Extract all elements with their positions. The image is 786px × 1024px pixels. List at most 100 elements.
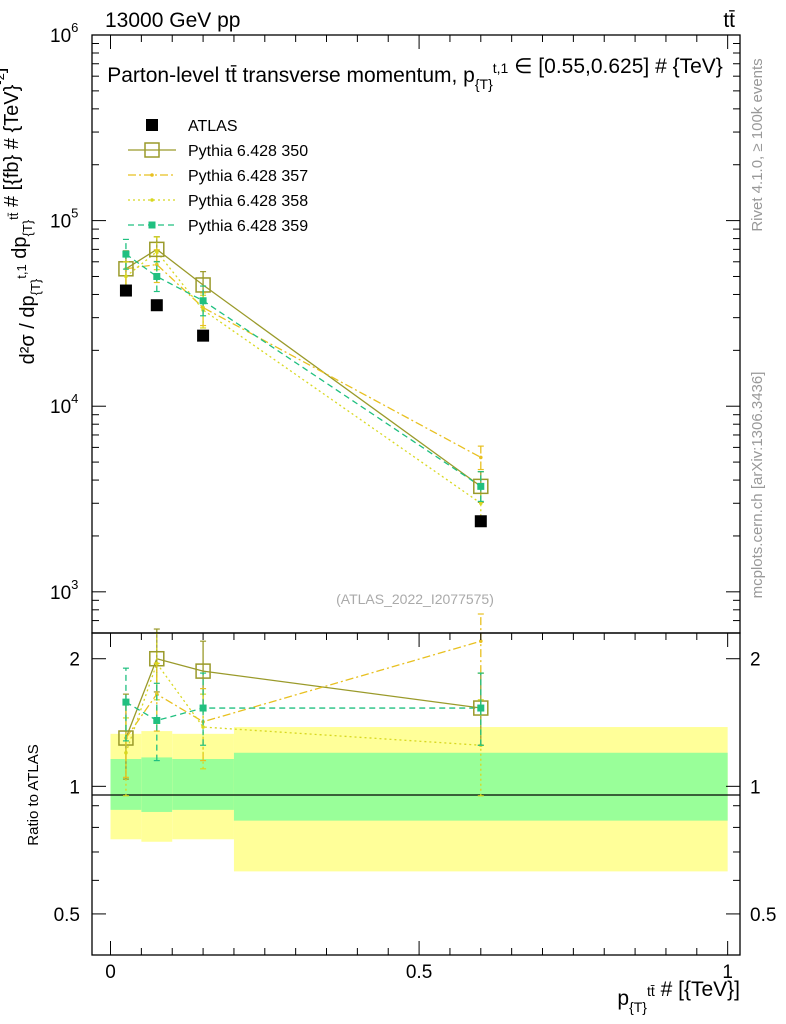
legend-pythia-6.428-358-label: Pythia 6.428 358 xyxy=(188,193,308,210)
ratio-data-points xyxy=(118,613,489,797)
y-axis-label-part: -2 xyxy=(0,73,7,85)
pythia-6.428-359-marker xyxy=(199,297,207,305)
x-axis-label: p{T}tt̄ # [{TeV}] xyxy=(617,978,740,1015)
ratio-panel: 0.5 0.51 12 2 0 0.5 1 xyxy=(54,35,776,983)
main-y-tick-label: 105 xyxy=(50,206,78,233)
pythia-6.428-359-marker xyxy=(122,250,130,258)
main-y-tick-base: 10 xyxy=(50,212,71,233)
main-y-tick-label: 106 xyxy=(50,20,78,47)
x-axis-label-part: # [{TeV}] xyxy=(655,978,740,1001)
ratio-y-tick-label: 0.5 xyxy=(54,905,80,926)
legend-pythia-6.428-359-label: Pythia 6.428 359 xyxy=(188,218,308,235)
chart-title-part: t,1 xyxy=(493,60,509,76)
pythia-6.428-350-ratio-line xyxy=(125,657,481,739)
pythia-6.428-350-ratio-marker xyxy=(195,663,211,679)
pythia-6.428-359-ratio-marker xyxy=(153,716,161,724)
uncertainty-band-green xyxy=(233,752,728,821)
main-y-tick-exp: 6 xyxy=(71,20,78,35)
rivet-version-label: Rivet 4.1.0, ≥ 100k events xyxy=(749,58,766,231)
x-axis-label-part: p xyxy=(617,987,629,1010)
atlas-data-point xyxy=(119,284,132,297)
main-y-tick-label: 103 xyxy=(50,577,78,604)
x-axis-label-part: tt̄ xyxy=(647,983,655,999)
chart-title-part: {T} xyxy=(475,76,493,92)
main-y-tick-exp: 5 xyxy=(71,206,78,221)
pythia-6.428-358-marker xyxy=(124,274,128,279)
pythia-6.428-358-marker xyxy=(479,501,483,506)
ratio-panel-frame xyxy=(91,632,741,956)
main-data-points xyxy=(118,236,489,528)
pythia-6.428-358-ratio-marker xyxy=(124,750,128,755)
main-y-tick-label: 104 xyxy=(50,391,78,418)
legend-pythia-6.428-358-marker xyxy=(150,198,154,202)
pythia-6.428-357-line xyxy=(125,263,482,458)
legend: ATLAS Pythia 6.428 350 Pythia 6.428 357 Pyt… xyxy=(128,118,308,235)
uncertainty-band-green xyxy=(172,759,234,810)
y-axis-label-part: {T} xyxy=(28,278,43,295)
atlas-data-point xyxy=(474,515,487,528)
uncertainty-band-green xyxy=(141,757,173,812)
pythia-6.428-350-line xyxy=(125,248,482,487)
y-axis-label-part: {T} xyxy=(20,219,35,236)
mcplots-credit-label: mcplots.cern.ch [arXiv:1306.3436] xyxy=(749,372,766,599)
y-axis-label-part: # [{fb} # {TeV} xyxy=(1,84,23,212)
pythia-6.428-359-ratio-marker xyxy=(199,704,207,712)
atlas-data-point xyxy=(150,299,163,312)
main-y-tick-base: 10 xyxy=(50,583,71,604)
ratio-y-tick-label-right: 1 xyxy=(750,777,761,798)
ratio-series-lines xyxy=(125,640,481,753)
pythia-6.428-357-marker xyxy=(479,455,483,460)
pythia-6.428-359-line xyxy=(125,253,482,487)
legend-pythia-6.428-350-marker xyxy=(144,142,160,158)
ratio-y-tick-label-right: 2 xyxy=(750,650,761,671)
pythia-6.428-358-marker xyxy=(155,249,159,254)
energy-label: 13000 GeV pp xyxy=(105,9,240,32)
main-series-lines xyxy=(125,248,482,504)
pythia-6.428-358-line xyxy=(125,250,482,504)
legend-pythia-6.428-359-marker xyxy=(148,221,156,229)
main-y-tick-exp: 4 xyxy=(71,391,78,406)
ratio-y-axis-label: Ratio to ATLAS xyxy=(25,744,42,845)
y-axis-label-part: tt̄ xyxy=(6,212,21,220)
main-y-tick-exp: 3 xyxy=(71,577,78,592)
y-axis-label-part: d²σ / dp xyxy=(17,295,39,364)
x-axis-label-part: {T} xyxy=(629,999,647,1015)
legend-atlas-marker xyxy=(146,119,158,131)
y-axis-label-part: ] xyxy=(0,68,9,74)
x-tick-label: 0.5 xyxy=(406,962,432,983)
y-axis-label: d²σ / dp{T}t,1 dp{T}tt̄ # [{fb} # {TeV}-… xyxy=(0,68,43,365)
main-y-tick-base: 10 xyxy=(50,26,71,47)
ratio-y-tick-label-right: 0.5 xyxy=(750,905,776,926)
pythia-6.428-357-ratio-marker xyxy=(479,639,483,643)
x-tick-label: 1 xyxy=(722,962,733,983)
legend-atlas-label: ATLAS xyxy=(188,118,238,135)
ratio-y-axis: 0.5 0.5 1 1 2 2 xyxy=(54,650,776,956)
y-axis-label-part: t,1 xyxy=(14,264,29,278)
pythia-6.428-359-ratio-marker xyxy=(122,698,130,706)
pythia-6.428-358-ratio-marker xyxy=(155,661,159,666)
chart-title: Parton-level tt̄ transverse momentum, p{… xyxy=(107,55,723,92)
legend-pythia-6.428-357-marker xyxy=(150,173,154,177)
atlas-data-point xyxy=(197,329,210,342)
y-axis-label-part: dp xyxy=(9,236,31,264)
pythia-6.428-359-ratio-line xyxy=(125,701,481,722)
chart-title-part: Parton-level tt̄ transverse momentum, p xyxy=(107,64,475,87)
chart-title-part: ∈ [0.55,0.625] # {TeV} xyxy=(508,55,722,78)
x-axis: 0 0.5 1 xyxy=(105,35,733,983)
pythia-6.428-359-marker xyxy=(477,482,485,490)
pythia-6.428-350-marker xyxy=(149,241,165,258)
analysis-watermark: (ATLAS_2022_I2077575) xyxy=(336,591,494,607)
legend-pythia-6.428-350-label: Pythia 6.428 350 xyxy=(188,143,308,160)
x-tick-label: 0 xyxy=(105,962,116,983)
pythia-6.428-358-ratio-marker xyxy=(201,725,205,729)
main-y-tick-base: 10 xyxy=(50,397,71,418)
pythia-6.428-357-ratio-line xyxy=(125,640,481,739)
ratio-y-tick-label: 1 xyxy=(69,777,80,798)
pythia-6.428-359-ratio-marker xyxy=(477,704,485,712)
legend-pythia-6.428-357-label: Pythia 6.428 357 xyxy=(188,168,308,185)
process-label: tt̄ xyxy=(723,9,735,32)
pythia-6.428-359-marker xyxy=(153,272,161,280)
